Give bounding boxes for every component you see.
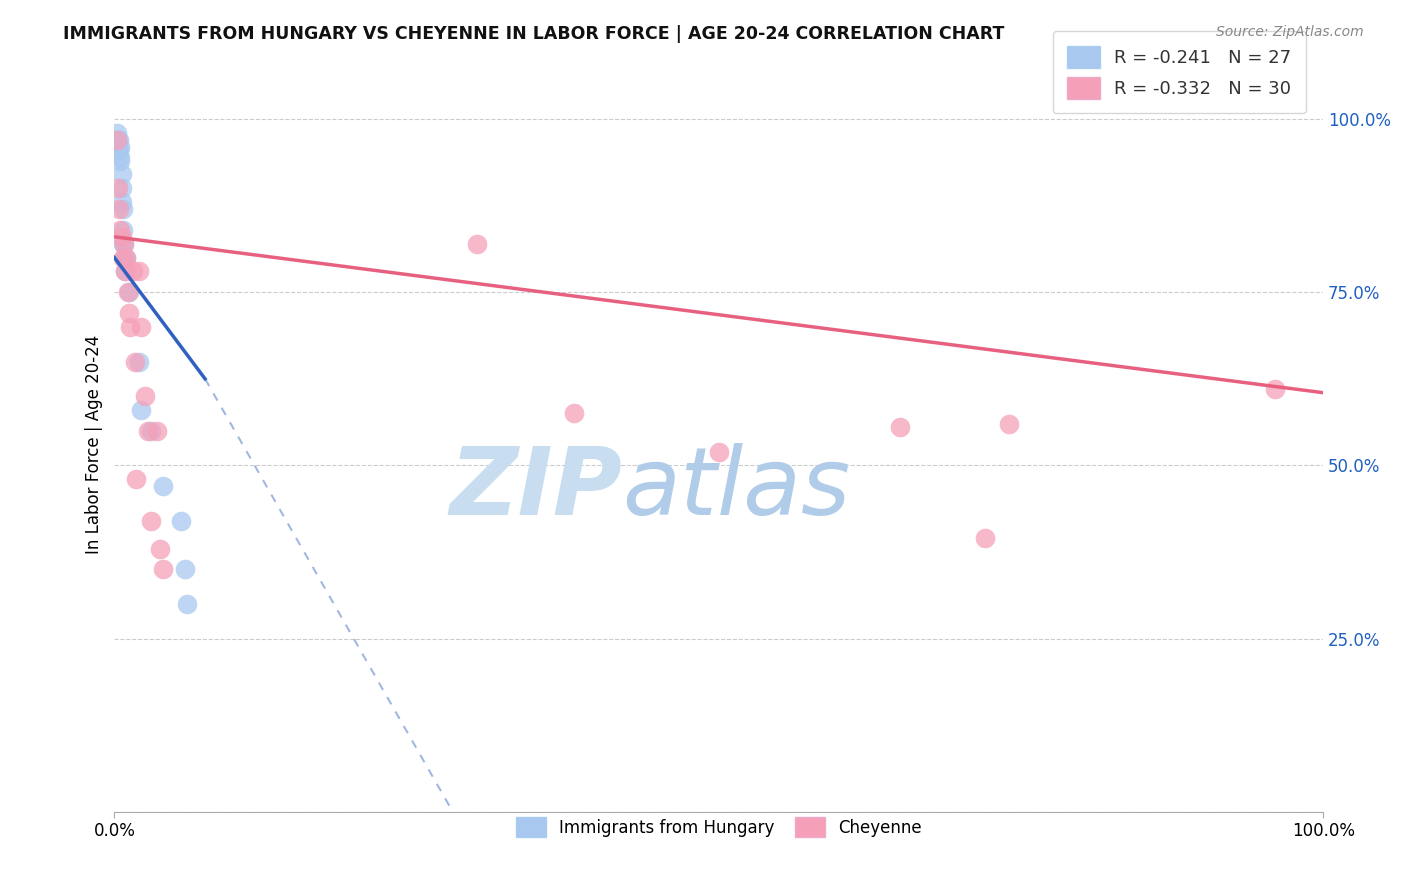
Point [465, 236, 488, 251]
Point [107, 139, 129, 153]
Point [120, 319, 142, 334]
Point [110, 150, 132, 164]
Point [152, 479, 174, 493]
Point [107, 133, 129, 147]
Text: IMMIGRANTS FROM HUNGARY VS CHEYENNE IN LABOR FORCE | AGE 20-24 CORRELATION CHART: IMMIGRANTS FROM HUNGARY VS CHEYENNE IN L… [63, 25, 1005, 43]
Point [105, 133, 128, 147]
Point [145, 424, 167, 438]
Y-axis label: In Labor Force | Age 20-24: In Labor Force | Age 20-24 [86, 335, 103, 554]
Point [124, 354, 146, 368]
Text: Source: ZipAtlas.com: Source: ZipAtlas.com [1216, 25, 1364, 39]
Point [108, 133, 131, 147]
Point [112, 251, 135, 265]
Point [105, 126, 128, 140]
Point [173, 562, 195, 576]
Point [128, 354, 150, 368]
Point [118, 306, 141, 320]
Point [111, 229, 134, 244]
Point [121, 264, 143, 278]
Point [110, 153, 132, 168]
Point [114, 264, 136, 278]
Point [129, 319, 152, 334]
Point [176, 597, 198, 611]
Point [111, 236, 134, 251]
Point [134, 389, 156, 403]
Point [107, 181, 129, 195]
Point [125, 472, 148, 486]
Point [114, 264, 136, 278]
Point [108, 202, 131, 216]
Point [108, 143, 131, 157]
Point [973, 531, 995, 545]
Point [112, 236, 135, 251]
Point [111, 251, 134, 265]
Point [104, 133, 127, 147]
Point [110, 223, 132, 237]
Legend: Immigrants from Hungary, Cheyenne: Immigrants from Hungary, Cheyenne [509, 810, 928, 844]
Point [889, 420, 911, 434]
Point [139, 424, 162, 438]
Point [115, 251, 138, 265]
Text: ZIP: ZIP [449, 442, 621, 534]
Point [707, 444, 730, 458]
Text: atlas: atlas [621, 443, 851, 534]
Point [129, 403, 152, 417]
Point [111, 181, 134, 195]
Point [111, 223, 134, 237]
Point [1264, 382, 1286, 396]
Point [128, 264, 150, 278]
Point [110, 139, 132, 153]
Point [998, 417, 1021, 431]
Point [170, 514, 193, 528]
Point [562, 407, 585, 421]
Point [149, 541, 172, 556]
Point [111, 168, 134, 182]
Point [152, 562, 174, 576]
Point [112, 236, 135, 251]
Point [111, 195, 134, 210]
Point [115, 251, 138, 265]
Point [111, 202, 134, 216]
Point [139, 514, 162, 528]
Point [118, 285, 141, 300]
Point [136, 424, 159, 438]
Point [117, 285, 139, 300]
